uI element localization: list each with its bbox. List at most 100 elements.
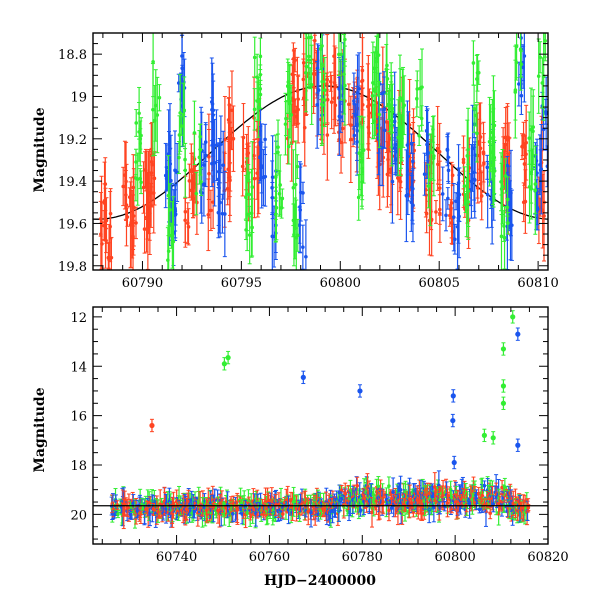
top-series1-point	[406, 154, 411, 159]
top-series2-point	[518, 47, 523, 52]
top-series0-point	[252, 153, 256, 158]
top-series1-point	[535, 207, 540, 211]
top-series0-point	[291, 57, 296, 61]
top-series2-point	[286, 80, 291, 84]
top-series0-point	[191, 175, 196, 180]
top-series0-point	[125, 215, 130, 219]
top-series2-point	[543, 26, 547, 30]
top-series1-point	[214, 143, 219, 148]
top-series0-point	[385, 172, 390, 177]
top-series2-point	[475, 131, 479, 136]
top-series1-point	[444, 213, 448, 218]
top-series0-point	[481, 150, 486, 154]
bottom-series1-point	[192, 509, 197, 514]
top-ytick-label: 19.6	[58, 217, 87, 232]
top-series2-point	[304, 64, 309, 69]
bottom-series2-point	[281, 512, 285, 516]
top-series1-point	[210, 107, 214, 112]
top-series0-point	[360, 79, 364, 84]
top-series0-point	[461, 157, 466, 162]
top-series2-point	[177, 155, 181, 160]
top-series2-point	[492, 123, 497, 128]
top-series2-point	[514, 44, 519, 49]
top-series0-point	[145, 183, 149, 188]
top-series2-point	[293, 226, 297, 231]
bottom-series0-point	[376, 484, 381, 489]
top-series1-point	[270, 175, 275, 180]
top-series1-point	[451, 215, 456, 219]
top-series2-point	[155, 113, 160, 117]
bottom-series2-point	[289, 498, 293, 502]
top-series0-point	[100, 242, 104, 246]
top-series0-point	[147, 193, 152, 197]
top-series1-point	[337, 114, 342, 119]
top-series2-point	[341, 18, 345, 22]
top-series0-point	[340, 126, 345, 131]
top-series1-point	[519, 93, 524, 98]
top-series1-point	[411, 186, 415, 191]
top-series2-point	[280, 196, 285, 201]
top-series0-point	[384, 120, 389, 124]
bottom-series2-point	[152, 507, 156, 512]
top-series1-point	[355, 90, 360, 95]
top-series0-point	[366, 97, 371, 102]
top-series0-point	[255, 171, 259, 175]
top-series2-point	[400, 98, 405, 103]
top-series2-point	[278, 183, 282, 187]
top-series1-point	[165, 165, 169, 170]
top-series0-point	[252, 176, 257, 181]
top-series1-point	[382, 108, 386, 112]
top-series2-point	[307, 54, 311, 59]
top-series1-point	[392, 119, 397, 124]
top-series1-point	[535, 171, 539, 175]
top-series2-point	[376, 53, 381, 57]
top-series2-point	[529, 127, 533, 132]
top-series0-point	[149, 160, 154, 164]
top-series0-point	[523, 145, 527, 149]
top-series1-point	[485, 192, 490, 197]
top-series1-point	[538, 168, 543, 172]
top-xtick-label: 60810	[517, 276, 558, 291]
top-series0-point	[520, 144, 524, 149]
top-series0-point	[195, 200, 199, 205]
top-series2-point	[356, 195, 361, 200]
top-series1-point	[473, 153, 477, 157]
top-series2-point	[432, 154, 436, 158]
top-series2-point	[531, 125, 536, 129]
top-series0-point	[104, 238, 108, 243]
top-series2-point	[359, 153, 363, 158]
top-series2-point	[402, 103, 406, 107]
top-series2-point	[426, 184, 431, 188]
top-series0-point	[325, 77, 330, 82]
top-xtick-label: 60805	[419, 276, 460, 291]
top-series2-point	[398, 96, 402, 100]
bottom-series2-point	[235, 508, 240, 512]
top-series1-point	[210, 161, 214, 166]
top-series2-point	[151, 107, 155, 112]
bottom-series1-point	[231, 511, 235, 516]
top-series0-point	[134, 221, 138, 225]
top-series2-point	[343, 37, 347, 42]
top-series0-point	[435, 146, 440, 151]
top-series2-point	[361, 148, 366, 152]
top-series2-point	[538, 55, 542, 60]
top-series2-point	[502, 235, 507, 240]
top-series0-point	[228, 146, 233, 150]
top-series2-point	[273, 212, 278, 217]
top-series1-point	[382, 128, 387, 133]
top-series1-point	[543, 109, 548, 114]
bottom-series0-point	[116, 512, 120, 516]
top-series1-point	[301, 191, 305, 195]
top-series2-point	[166, 193, 171, 198]
top-series1-point	[426, 151, 431, 155]
top-series2-point	[134, 121, 139, 125]
top-series2-point	[377, 112, 382, 117]
top-series2-point	[137, 111, 141, 116]
top-series2-point	[519, 62, 523, 67]
top-series2-point	[309, 35, 313, 40]
top-series2-point	[527, 136, 532, 140]
top-series2-point	[343, 21, 347, 25]
top-series2-point	[245, 212, 249, 217]
